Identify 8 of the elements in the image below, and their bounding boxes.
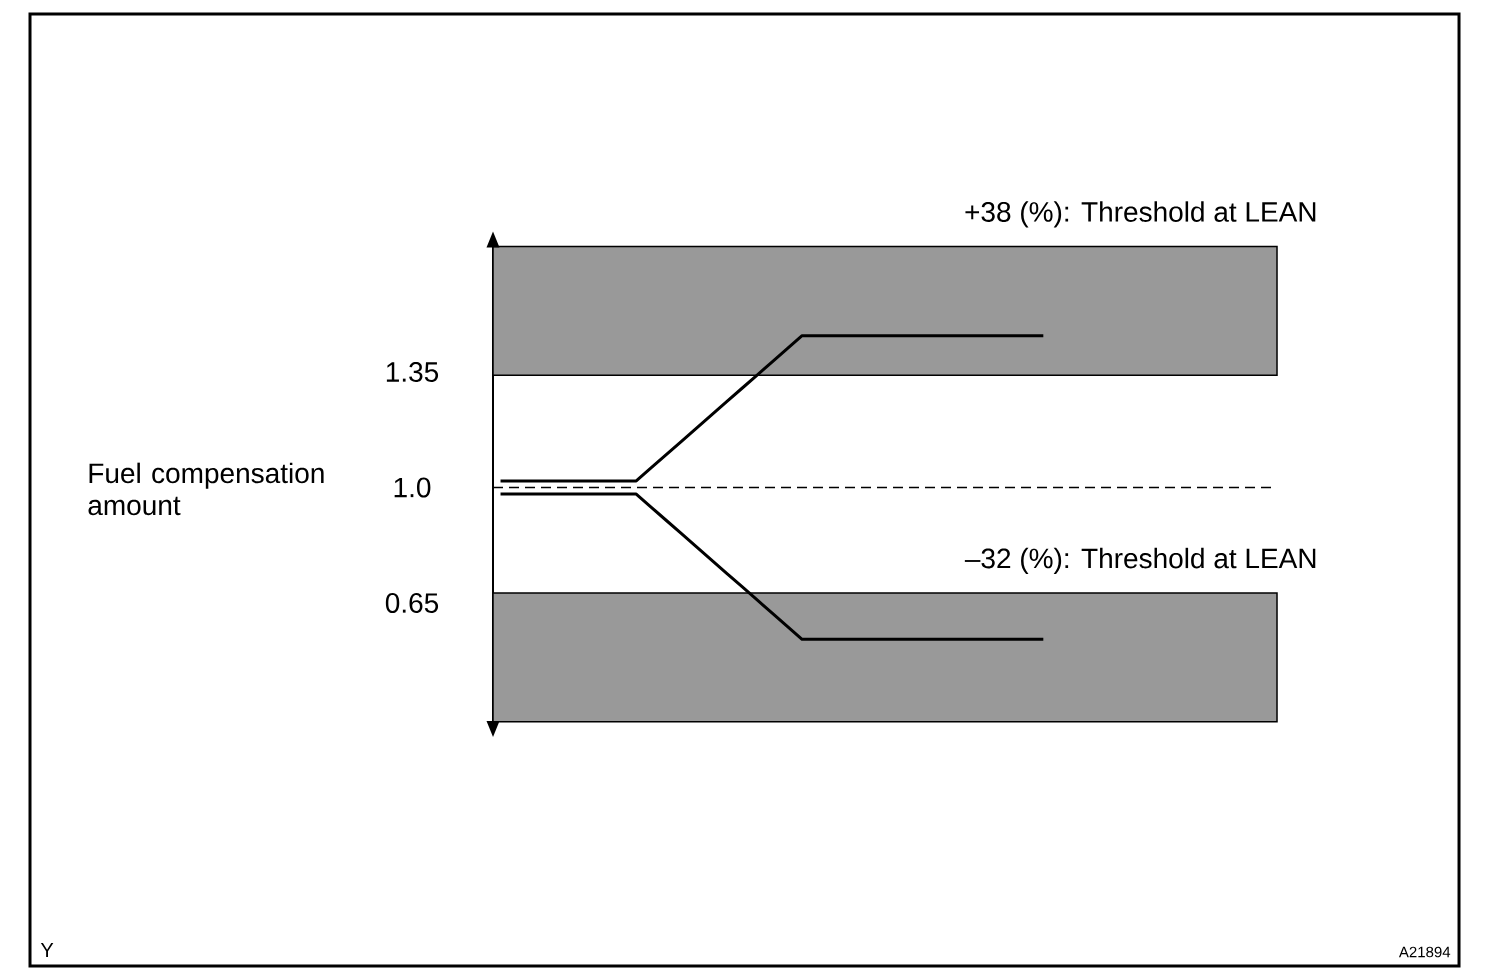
y-tick-label: 0.65 xyxy=(385,593,439,613)
y-tick-label: 1.35 xyxy=(386,362,439,382)
y-axis-title: Fuel compensation amount xyxy=(88,462,324,516)
band-label: –32 (%): Threshold at LEAN xyxy=(964,547,1316,574)
band-label: +38 (%): Threshold at LEAN xyxy=(965,201,1316,228)
text: A21894 xyxy=(1398,946,1451,958)
y-tick-label: 1.0 xyxy=(394,477,431,498)
text: Y xyxy=(40,943,54,957)
